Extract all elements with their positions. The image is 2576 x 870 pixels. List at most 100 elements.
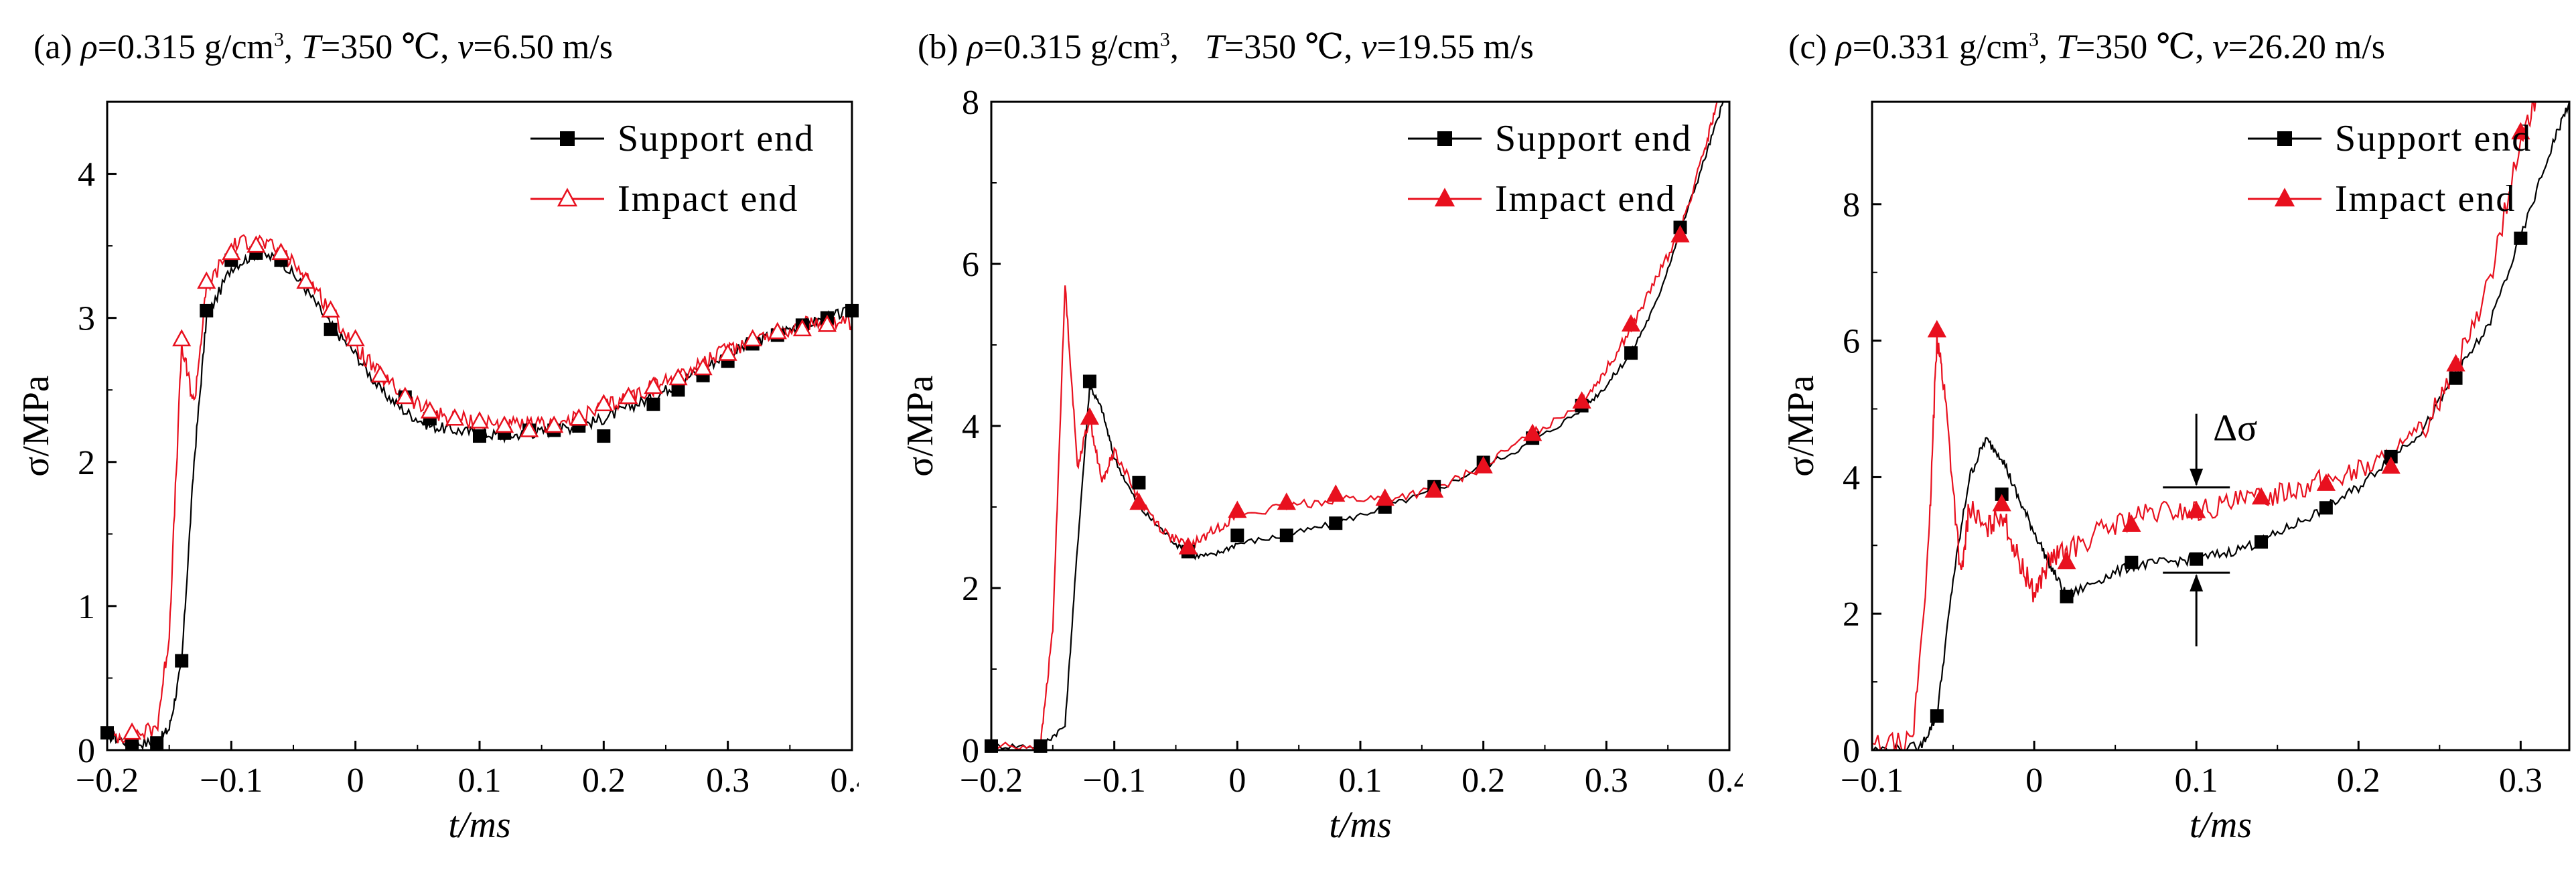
data-point: [693, 358, 713, 376]
y-tick-label: 4: [962, 408, 979, 446]
y-tick-label: 2: [1843, 595, 1860, 634]
y-tick-label: 6: [962, 246, 979, 284]
y-tick-label: 2: [962, 570, 979, 608]
chart-a: −0.2 −0.1 0 0.1 0.2 0.3 0.4 0 1 2 3 4 t/ms σ/MPa Suppo…: [15, 100, 859, 846]
data-point: [817, 314, 837, 332]
data-point: [1927, 319, 1946, 338]
data-point: [324, 322, 338, 336]
data-point: [2187, 500, 2206, 518]
plot-frame: [1871, 100, 2571, 751]
data-point: [2125, 555, 2139, 569]
data-point: [122, 722, 142, 740]
panel-c: (c) ρ=0.331 g/cm3, T=350 ℃, v=26.20 m/s …: [1755, 0, 2576, 870]
y-tick-label: 1: [78, 588, 95, 626]
x-axis-label: t/ms: [1329, 804, 1391, 846]
x-tick-label: −0.1: [200, 762, 263, 800]
data-point: [1132, 476, 1146, 490]
series-line-support-end: [107, 248, 852, 750]
data-point: [1178, 536, 1198, 555]
data-point: [246, 235, 266, 253]
data-point: [395, 386, 415, 405]
x-tick-label: 0.3: [2499, 762, 2543, 800]
data-point: [1277, 492, 1296, 510]
x-tick-label: 0: [1228, 762, 1246, 800]
legend-marker: [2274, 188, 2295, 207]
data-point: [1080, 407, 1100, 425]
data-point: [172, 329, 192, 347]
y-tick-label: 6: [1843, 323, 1860, 361]
data-point: [200, 303, 214, 317]
data-point: [718, 343, 737, 361]
data-point: [1230, 528, 1244, 542]
data-point: [2514, 231, 2528, 245]
data-point: [271, 242, 291, 261]
delta-arrowhead-top: [2190, 468, 2204, 486]
data-point: [619, 386, 638, 405]
data-point: [175, 654, 189, 668]
data-point: [1326, 484, 1346, 502]
panel-label: (c): [1788, 28, 1827, 66]
x-tick-label: −0.1: [1841, 762, 1904, 800]
delta-sigma-label: Δσ: [2213, 408, 2257, 449]
data-point: [445, 408, 465, 426]
x-tick-label: 0: [347, 762, 364, 800]
data-point: [470, 411, 490, 429]
data-point: [150, 736, 164, 750]
y-axis-label: σ/MPa: [900, 375, 941, 477]
data-point: [1572, 391, 1591, 409]
data-point: [197, 271, 216, 289]
data-point: [646, 397, 660, 411]
series-markers: [1080, 225, 1690, 555]
legend-label: Support end: [618, 118, 814, 159]
data-point: [594, 394, 614, 411]
y-tick-label: 3: [78, 300, 95, 338]
y-tick-label: 0: [962, 732, 979, 770]
legend-label: Impact end: [618, 178, 798, 220]
series-markers: [122, 235, 837, 740]
data-point: [1992, 494, 2011, 512]
data-point: [569, 408, 589, 426]
x-tick-label: 0.2: [582, 762, 626, 800]
series-line-impact-end: [991, 102, 1718, 750]
data-point: [2122, 514, 2141, 532]
data-point: [644, 376, 663, 394]
y-tick-label: 2: [78, 444, 95, 482]
x-tick-label: 0.1: [458, 762, 502, 800]
panel-label: (a): [33, 28, 72, 66]
delta-arrowhead-bottom: [2190, 574, 2204, 592]
x-axis-label: t/ms: [2190, 804, 2252, 846]
data-point: [743, 329, 762, 347]
x-tick-label: 0.2: [2337, 762, 2380, 800]
legend-label: Support end: [1495, 118, 1692, 159]
data-point: [2381, 456, 2401, 474]
data-point: [2251, 487, 2271, 505]
x-tick-label: −0.2: [76, 762, 139, 800]
chart-b: −0.2 −0.1 0 0.1 0.2 0.3 0.4 0 2 4 6 8 t/ms σ/MPa Suppo…: [900, 84, 1743, 846]
data-point: [1523, 423, 1543, 441]
data-point: [346, 329, 365, 347]
data-point: [473, 429, 486, 443]
x-tick-label: 0: [2025, 762, 2043, 800]
series-markers: [1930, 231, 2528, 723]
x-tick-label: 0.2: [1461, 762, 1505, 800]
data-point: [2255, 535, 2269, 549]
y-tick-label: 0: [1843, 732, 1860, 770]
y-tick-label: 4: [1843, 459, 1860, 497]
x-axis-label: t/ms: [448, 804, 510, 846]
legend-marker: [2277, 131, 2292, 146]
data-point: [296, 271, 315, 289]
data-point: [1082, 374, 1096, 388]
data-point: [1621, 314, 1641, 332]
data-point: [2449, 371, 2463, 385]
data-point: [668, 368, 688, 386]
legend-marker: [557, 188, 578, 207]
data-point: [671, 383, 685, 397]
data-point: [1228, 500, 1247, 518]
y-tick-label: 8: [1843, 186, 1860, 224]
data-point: [768, 321, 787, 340]
data-point: [2060, 589, 2074, 603]
data-point: [1624, 346, 1638, 360]
y-tick-label: 4: [78, 156, 95, 194]
data-point: [494, 415, 514, 433]
